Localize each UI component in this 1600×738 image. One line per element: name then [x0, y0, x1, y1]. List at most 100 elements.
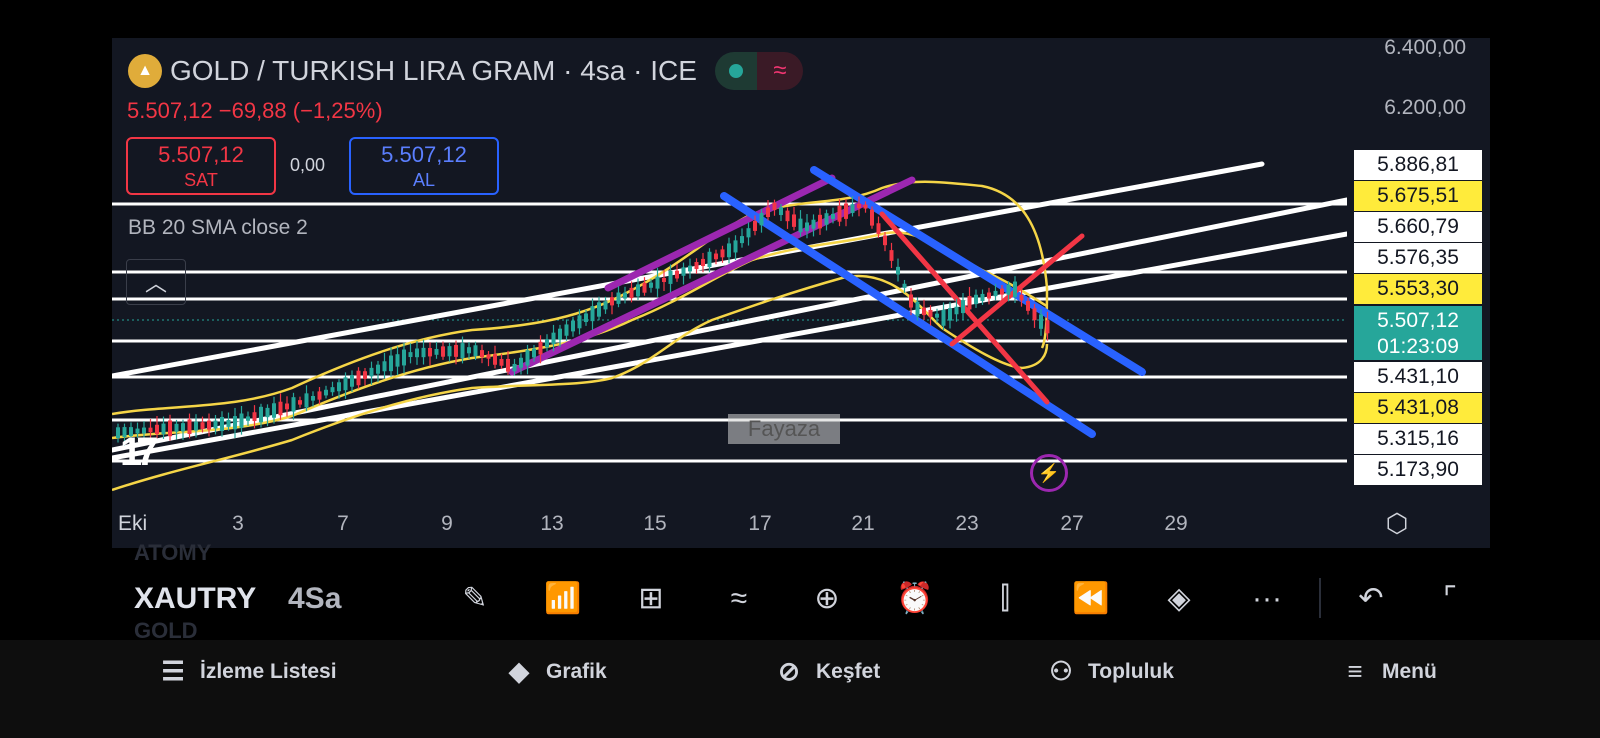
candle-type-icon[interactable]: ⫿	[1000, 582, 1010, 615]
candle-body	[1006, 284, 1011, 295]
candle-body	[909, 294, 913, 308]
nav-community[interactable]: ⚇ Topluluk	[1046, 656, 1174, 687]
sell-label: SAT	[184, 170, 218, 190]
candle-body	[220, 416, 224, 432]
buy-price: 5.507,12	[381, 142, 467, 167]
community-icon: ⚇	[1049, 656, 1073, 686]
candle-body	[272, 403, 276, 418]
candle-body	[116, 427, 120, 439]
candle-body	[135, 428, 140, 434]
candle-body	[155, 424, 159, 435]
candle-body	[824, 213, 829, 225]
candle-body	[467, 347, 471, 354]
candle-body	[857, 203, 861, 209]
fullscreen-icon[interactable]: ⌜	[1442, 582, 1458, 615]
candle-body	[603, 301, 608, 310]
sell-button[interactable]: 5.507,12 SAT	[126, 137, 276, 195]
candle-body	[941, 309, 946, 326]
candle-body	[246, 416, 250, 421]
channel-down-lower	[720, 192, 1096, 438]
undo-icon[interactable]: ↶	[1358, 582, 1384, 615]
ticker-symbol[interactable]: XAUTRY	[134, 582, 257, 615]
candle-body	[343, 377, 348, 391]
candle-body	[551, 332, 556, 345]
watermark-user: Fayaza	[728, 414, 840, 444]
candle-body	[389, 355, 393, 372]
candle-body	[181, 423, 185, 432]
candle-body	[512, 363, 517, 372]
compare-icon[interactable]: ≈	[730, 582, 748, 615]
bar-countdown: 01:23:09	[1377, 335, 1459, 358]
candle-body	[460, 343, 465, 359]
bb-middle	[112, 231, 1048, 440]
candle-body	[876, 223, 881, 235]
candle-body	[902, 283, 907, 288]
flash-icon[interactable]: ⚡	[1030, 454, 1068, 492]
candle-body	[850, 204, 855, 213]
candle-body	[1026, 301, 1030, 311]
nav-explore[interactable]: ⊘ Keşfet	[774, 656, 880, 687]
candle-body	[311, 396, 315, 401]
time-tick: 23	[955, 512, 979, 535]
chart-app: ▲ GOLD / TURKISH LIRA GRAM · 4sa · ICE ≈…	[112, 38, 1490, 638]
candle-body	[727, 243, 731, 258]
candle-body	[337, 382, 341, 392]
candle-body	[701, 258, 705, 267]
nav-menu[interactable]: ≡ Menü	[1340, 656, 1437, 687]
time-tick: 7	[337, 512, 349, 535]
price-label: 5.553,30	[1354, 274, 1482, 304]
candle-body	[961, 300, 965, 314]
nav-watchlist[interactable]: ☰ İzleme Listesi	[158, 656, 336, 687]
candle-body	[499, 359, 504, 366]
indicator-legend[interactable]: BB 20 SMA close 2	[128, 216, 308, 239]
candle-body	[1013, 281, 1017, 298]
candle-body	[194, 421, 198, 431]
candle-body	[837, 205, 842, 222]
live-dot-icon	[714, 52, 757, 90]
spread-value: 0,00	[290, 155, 326, 175]
symbol-title: GOLD / TURKISH LIRA GRAM · 4sa · ICE	[170, 55, 697, 86]
candle-body	[174, 423, 179, 432]
candle-body	[148, 427, 153, 433]
candle-body	[441, 346, 445, 357]
candle-body	[616, 292, 621, 304]
price-chart[interactable]	[112, 38, 1347, 508]
collapse-legend-button[interactable]: ︿	[126, 259, 186, 305]
channel-up-upper	[604, 174, 836, 292]
candlesticks	[116, 196, 1050, 446]
candle-body	[935, 313, 939, 318]
candle-body	[928, 310, 933, 317]
buy-button[interactable]: 5.507,12 AL	[349, 137, 499, 195]
candle-body	[642, 282, 647, 293]
layouts-icon[interactable]: ⊞	[638, 582, 664, 615]
layers-icon[interactable]: ◈	[1167, 582, 1191, 615]
candle-body	[811, 219, 816, 229]
indicators-icon[interactable]: 📶	[544, 582, 582, 615]
market-status[interactable]: ≈	[714, 52, 803, 90]
candle-body	[259, 406, 263, 423]
candle-body	[506, 358, 510, 372]
candle-body	[454, 344, 458, 357]
candle-body	[870, 209, 874, 226]
nav-label: Menü	[1382, 659, 1437, 683]
add-icon[interactable]: ⊕	[814, 582, 840, 615]
candle-body	[772, 202, 777, 211]
symbol-header[interactable]: ▲ GOLD / TURKISH LIRA GRAM · 4sa · ICE ≈	[128, 52, 803, 90]
candle-body	[486, 354, 491, 359]
bb-lower	[112, 274, 1049, 492]
replay-icon[interactable]: ⏪	[1072, 582, 1110, 615]
alert-icon[interactable]: ⏰	[896, 582, 934, 615]
price-tick: 6.400,00	[1384, 38, 1466, 59]
candle-body	[233, 416, 237, 430]
pen-icon[interactable]: ✎	[462, 582, 488, 615]
candle-body	[129, 427, 133, 437]
candle-body	[324, 389, 328, 396]
axis-settings-icon[interactable]: ⬡	[1385, 508, 1409, 538]
nav-chart[interactable]: ◆ Grafik	[504, 656, 607, 687]
interval-selector[interactable]: 4Sa	[288, 582, 342, 615]
candle-body	[662, 277, 666, 283]
candle-body	[896, 266, 900, 275]
candle-body	[948, 308, 952, 321]
candle-body	[226, 420, 231, 427]
more-icon[interactable]: ···	[1252, 582, 1282, 615]
